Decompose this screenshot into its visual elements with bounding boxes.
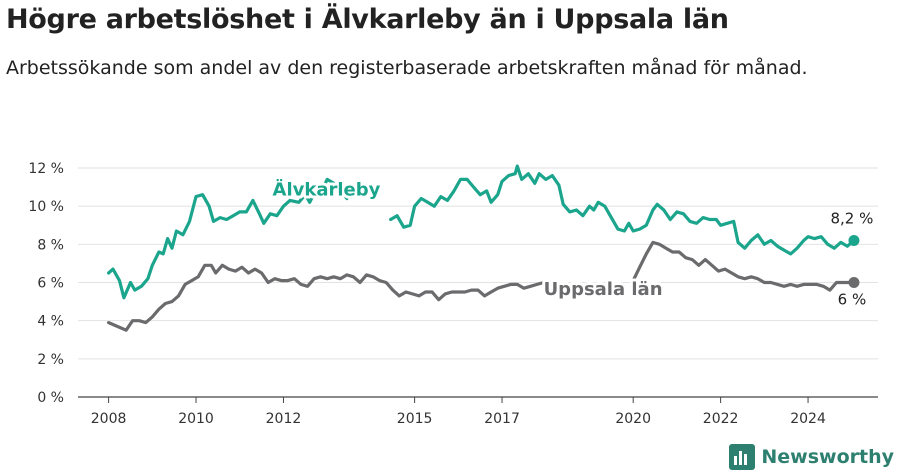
series-label-alvkarleby: Älvkarleby: [273, 179, 381, 201]
y-tick-label: 12 %: [28, 161, 64, 177]
series-line-alvkarleby: [389, 164, 856, 256]
y-tick-label: 8 %: [37, 237, 64, 253]
x-tick-label: 2012: [266, 411, 302, 427]
series-line-alvkarleby: [107, 177, 349, 300]
end-label-alvkarleby: 8,2 %: [831, 209, 874, 227]
gridlines: [78, 167, 878, 398]
series-line-uppsala: [107, 263, 546, 332]
x-tick-label: 2010: [178, 411, 214, 427]
y-axis-ticks: 0 % 2 % 4 % 6 % 8 % 10 % 12 %: [28, 161, 64, 406]
x-tick-label: 2008: [91, 411, 127, 427]
y-tick-label: 6 %: [37, 276, 64, 292]
x-tick-label: 2024: [790, 411, 826, 427]
series-line-uppsala: [631, 240, 856, 292]
series-labels: Älvkarleby Uppsala län 8,2 % 6 %: [270, 176, 874, 309]
series-label-uppsala: Uppsala län: [544, 279, 663, 300]
chart-title: Högre arbetslöshet i Älvkarleby än i Upp…: [6, 4, 729, 35]
x-tick-label: 2017: [484, 411, 520, 427]
x-tick-label: 2022: [703, 411, 739, 427]
x-tick-label: 2015: [397, 411, 433, 427]
brand-name: Newsworthy: [761, 446, 894, 468]
chart-subtitle: Arbetssökande som andel av den registerb…: [6, 57, 808, 79]
newsworthy-logo: Newsworthy: [729, 444, 894, 470]
series-lines: [107, 164, 860, 332]
y-tick-label: 10 %: [28, 199, 64, 215]
bar-chart-icon: [729, 444, 756, 470]
end-label-uppsala: 6 %: [838, 290, 867, 308]
y-tick-label: 2 %: [37, 352, 64, 368]
y-tick-label: 4 %: [37, 314, 64, 330]
x-axis: 2008 2010 2012 2015 2017 2020 2022 2024: [91, 397, 826, 427]
end-point-alvkarleby: [848, 235, 860, 247]
end-point-uppsala: [848, 277, 860, 288]
y-tick-label: 0 %: [37, 390, 64, 406]
x-tick-label: 2020: [615, 411, 651, 427]
